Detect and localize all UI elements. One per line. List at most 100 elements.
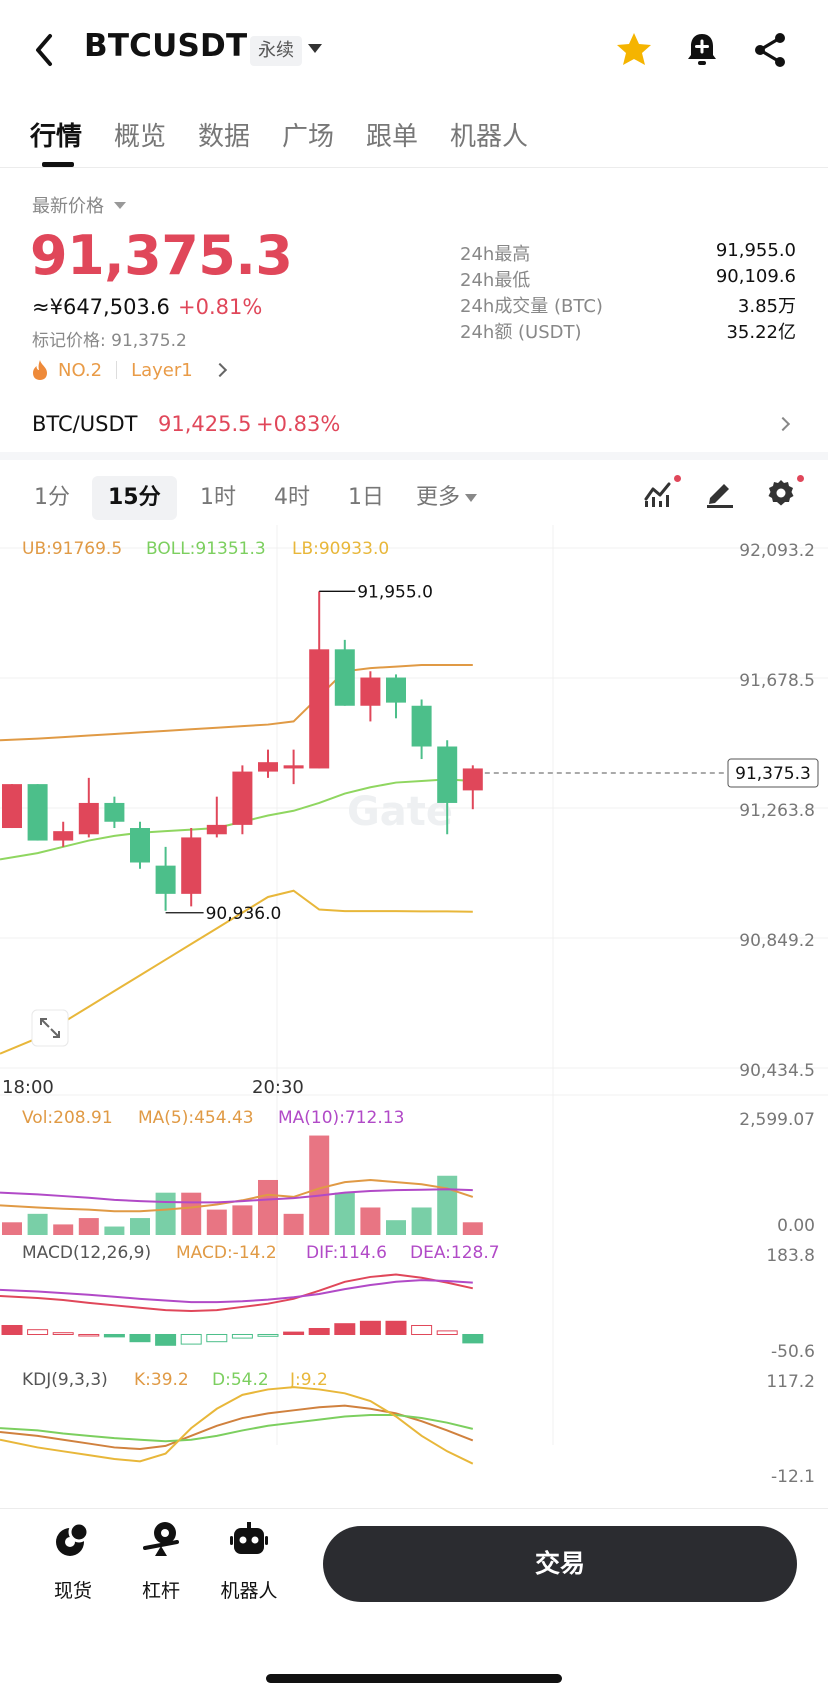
price-change-percent: +0.81%: [178, 295, 263, 319]
macd-histogram-bar: [78, 1333, 100, 1337]
volume-bar: [104, 1226, 125, 1235]
candle: [462, 768, 483, 791]
notification-dot: [674, 475, 681, 482]
symbol-title[interactable]: BTCUSDT: [84, 28, 248, 64]
macd-histogram-bar: [462, 1333, 484, 1344]
tab-overview[interactable]: 概览: [114, 122, 167, 152]
tab-data[interactable]: 数据: [198, 122, 251, 152]
candle: [386, 677, 406, 703]
interval-1h[interactable]: 1时: [200, 485, 236, 510]
volume-bar: [155, 1192, 176, 1235]
macd-axis-label: 183.8: [766, 1246, 815, 1266]
price-axis-label: 90,434.5: [739, 1061, 815, 1081]
chevron-right-icon[interactable]: [212, 362, 227, 378]
share-icon[interactable]: [750, 30, 790, 70]
nav-margin[interactable]: 杠杆: [121, 1520, 201, 1603]
stat-label: 24h最低: [460, 270, 531, 291]
fullscreen-button: [31, 1009, 69, 1047]
macd-histogram-bar: [52, 1332, 74, 1335]
star-icon[interactable]: [614, 30, 654, 70]
stat-label: 24h成交量 (BTC): [460, 296, 603, 317]
candle: [53, 831, 74, 841]
interval-more[interactable]: 更多: [416, 485, 461, 510]
macd-histogram-bar: [27, 1329, 49, 1335]
home-indicator[interactable]: [266, 1674, 562, 1683]
contract-type-badge[interactable]: 永续: [250, 36, 302, 66]
nav-bots[interactable]: 机器人: [209, 1520, 289, 1603]
macd-histogram-bar: [308, 1327, 330, 1335]
boll-mid-label: BOLL:91351.3: [146, 539, 266, 559]
stat-value: 91,955.0: [715, 240, 796, 261]
interval-1d[interactable]: 1日: [348, 485, 384, 510]
volume-bar: [334, 1192, 355, 1235]
divider: [0, 167, 828, 168]
rank-label: NO.2: [58, 359, 103, 381]
price-axis-label: 91,678.5: [739, 671, 815, 691]
volume-bar: [309, 1135, 330, 1235]
back-icon[interactable]: [30, 32, 58, 68]
expand-icon: [40, 1018, 60, 1038]
candle: [411, 705, 432, 747]
indicators-icon[interactable]: [642, 479, 674, 509]
interval-1m[interactable]: 1分: [34, 485, 70, 510]
boll-ub-label: UB:91769.5: [22, 539, 122, 559]
boll-lower-line: [0, 889, 473, 1055]
price-axis-label: 92,093.2: [739, 541, 815, 561]
vol-ma5-label: MA(5):454.43: [138, 1108, 254, 1128]
macd-histogram-bar: [436, 1330, 458, 1335]
section-divider: [0, 452, 828, 460]
macd-value-label: MACD:-14.2: [176, 1243, 277, 1263]
tab-square[interactable]: 广场: [282, 122, 335, 152]
flame-icon: [33, 360, 47, 380]
candle: [360, 677, 381, 706]
tab-bots[interactable]: 机器人: [450, 122, 529, 152]
volume-axis-label: 2,599.07: [739, 1110, 815, 1130]
candle: [104, 802, 125, 822]
tab-copy-trading[interactable]: 跟单: [366, 122, 419, 152]
macd-histogram-bar: [206, 1333, 228, 1343]
latest-price-label[interactable]: 最新价格: [32, 196, 104, 217]
trade-button[interactable]: 交易: [323, 1526, 797, 1602]
candle: [155, 865, 176, 894]
macd-histogram-bar: [180, 1333, 202, 1345]
vol-label: Vol:208.91: [22, 1108, 113, 1128]
price-axis-label: 91,263.8: [739, 801, 815, 821]
stat-label: 24h额 (USDT): [460, 322, 582, 343]
rank-tags[interactable]: NO.2 Layer1: [30, 356, 227, 384]
notification-dot: [797, 475, 804, 482]
dea-line: [0, 1279, 473, 1304]
macd-histogram-bar: [103, 1333, 125, 1338]
chevron-right-icon[interactable]: [775, 416, 791, 432]
boll-upper-line: [0, 663, 473, 742]
dif-label: DIF:114.6: [306, 1243, 387, 1263]
volume-bar: [462, 1222, 483, 1235]
macd-histogram-bar: [334, 1323, 356, 1335]
volume-bar: [53, 1224, 74, 1235]
stat-label: 24h最高: [460, 244, 531, 265]
add-alert-bell-icon[interactable]: [682, 30, 722, 70]
tab-market[interactable]: 行情: [30, 122, 83, 152]
chevron-down-icon[interactable]: [465, 494, 477, 502]
kdj-j-line: [0, 1386, 474, 1465]
candle: [258, 762, 278, 772]
chevron-down-icon[interactable]: [308, 44, 322, 53]
nav-spot[interactable]: 现货: [33, 1520, 113, 1603]
draw-pen-icon[interactable]: [704, 478, 736, 508]
interval-4h[interactable]: 4时: [274, 485, 310, 510]
settings-gear-icon[interactable]: [766, 478, 796, 508]
kdj-label: KDJ(9,3,3): [22, 1370, 108, 1390]
separator: [116, 361, 118, 379]
volume-bar: [437, 1175, 458, 1235]
candle: [181, 837, 202, 894]
interval-15m[interactable]: 15分: [92, 476, 177, 520]
vol-ma10-label: MA(10):712.13: [278, 1108, 404, 1128]
macd-histogram-bar: [257, 1333, 279, 1337]
stat-value: 90,109.6: [715, 266, 796, 287]
chevron-down-icon[interactable]: [114, 202, 126, 209]
spot-pair[interactable]: BTC/USDT: [32, 412, 138, 436]
macd-histogram-bar: [359, 1320, 381, 1335]
active-tab-indicator: [42, 162, 74, 167]
robot-icon: [230, 1522, 268, 1554]
kdj-axis-label: 117.2: [766, 1372, 815, 1392]
price-chart[interactable]: 92,093.2 91,678.5 91,263.8 90,849.2 90,434.5…: [0, 525, 828, 1505]
